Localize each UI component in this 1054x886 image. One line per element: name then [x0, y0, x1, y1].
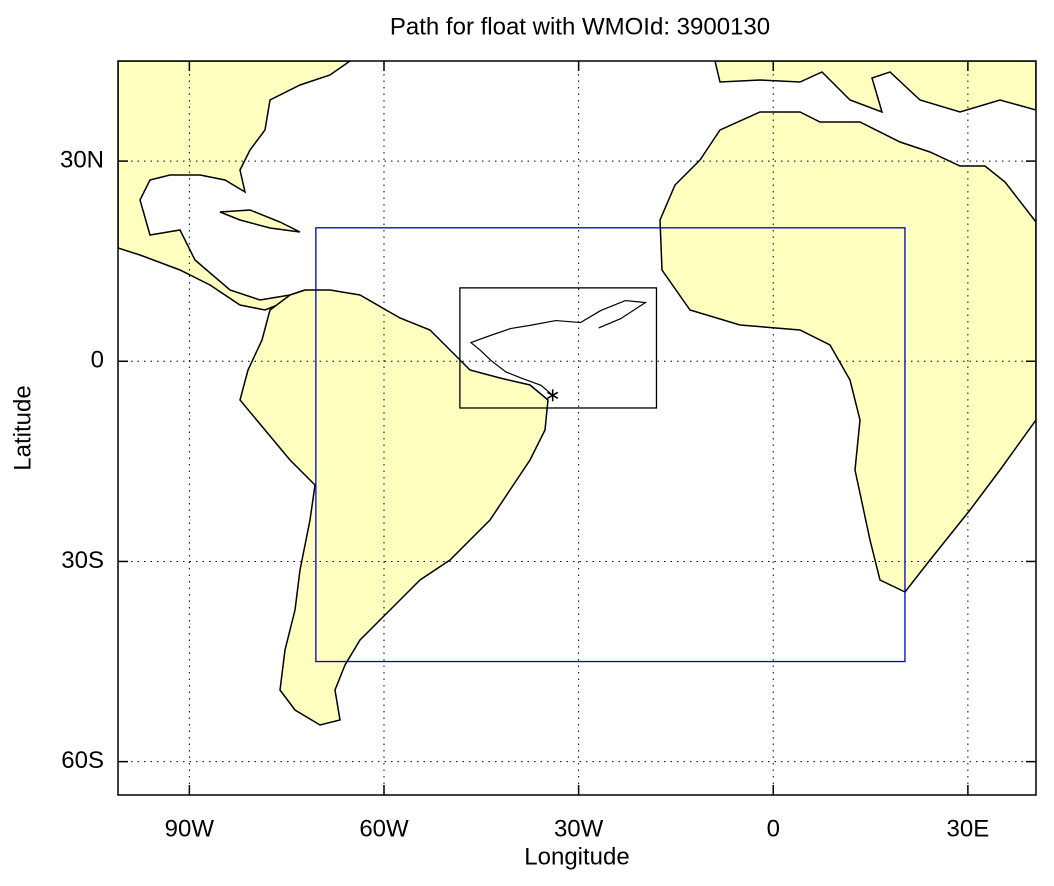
north-america — [118, 61, 352, 311]
x-tick-label: 60W — [359, 815, 409, 842]
y-tick-label: 30S — [61, 547, 104, 574]
x-tick-label: 30W — [554, 815, 604, 842]
y-axis-label: Latitude — [9, 385, 36, 470]
x-tick-label: 0 — [767, 815, 780, 842]
x-axis-label: Longitude — [524, 843, 629, 870]
africa — [659, 111, 1036, 593]
south-america — [239, 289, 549, 726]
region-box — [315, 227, 906, 663]
y-tick-label: 30N — [60, 146, 104, 173]
y-tick-label: 0 — [91, 347, 104, 374]
region-box — [459, 287, 658, 409]
chart-title: Path for float with WMOId: 3900130 — [390, 13, 770, 40]
start-marker — [547, 389, 559, 402]
start-marker-stroke — [547, 391, 559, 399]
plot-frame — [117, 60, 1037, 796]
x-tick-label: 30E — [947, 815, 990, 842]
float-track — [469, 299, 648, 396]
y-tick-label: 60S — [61, 747, 104, 774]
coastlines — [118, 61, 1036, 726]
cuba — [219, 209, 301, 233]
x-tick-label: 90W — [165, 815, 215, 842]
